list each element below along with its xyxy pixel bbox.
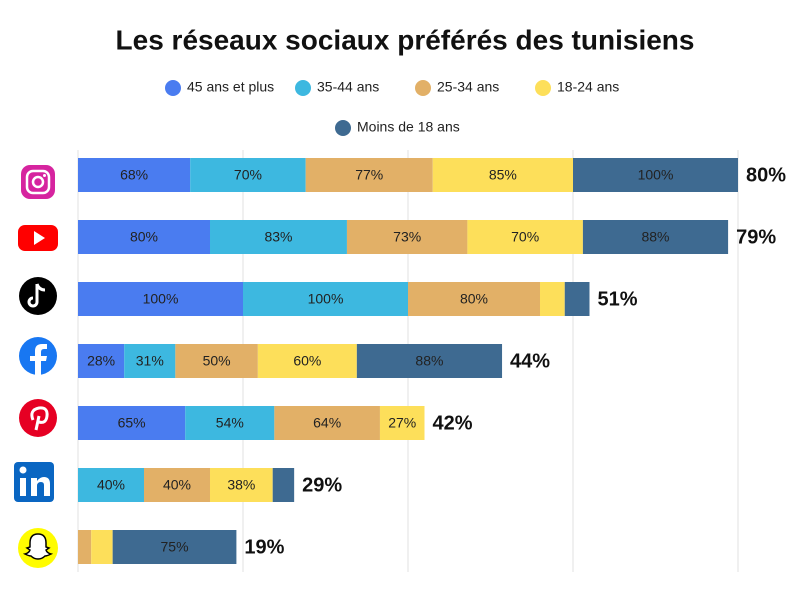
value-label: 80% [130, 229, 158, 245]
facebook-icon [19, 337, 57, 375]
legend-swatch [295, 80, 311, 96]
bar-segment [78, 468, 144, 502]
bar-segment [243, 282, 408, 316]
bar-segment [185, 406, 275, 440]
bar-segment [124, 344, 176, 378]
value-label: 100% [638, 167, 674, 183]
bar-segment [582, 220, 729, 254]
value-label: 38% [227, 477, 255, 493]
legend-swatch [535, 80, 551, 96]
value-label: 88% [415, 353, 443, 369]
bar-segment [78, 344, 125, 378]
value-label: 50% [203, 353, 231, 369]
value-label: 68% [120, 167, 148, 183]
legend-swatch [165, 80, 181, 96]
youtube-icon [18, 225, 58, 251]
icons [14, 165, 58, 568]
value-label: 100% [143, 291, 179, 307]
pinterest-icon [19, 399, 57, 437]
bar-segment [432, 158, 573, 192]
value-label: 28% [87, 353, 115, 369]
bar-segment [78, 158, 191, 192]
bar-segment [78, 220, 210, 254]
snapchat-icon [18, 528, 58, 568]
value-label: 88% [641, 229, 669, 245]
value-label: 73% [393, 229, 421, 245]
value-label: 60% [293, 353, 321, 369]
bar-segment [91, 530, 113, 564]
total-label: 51% [598, 288, 638, 310]
legend-label: 25-34 ans [437, 79, 499, 95]
bar-segment [112, 530, 237, 564]
bar-segment [305, 158, 433, 192]
value-label: 40% [163, 477, 191, 493]
legend: 45 ans et plus 35-44 ans 25-34 ans 18-24 an… [165, 79, 619, 136]
value-label: 70% [511, 229, 539, 245]
bar-segment [467, 220, 583, 254]
value-label: 54% [216, 415, 244, 431]
bar-segment [564, 282, 590, 316]
value-label: 27% [388, 415, 416, 431]
bar-segment [408, 282, 540, 316]
total-label: 42% [433, 412, 473, 434]
value-label: 65% [118, 415, 146, 431]
bar-segment [356, 344, 503, 378]
value-label: 40% [97, 477, 125, 493]
total-label: 19% [244, 536, 284, 558]
bar-segment [346, 220, 468, 254]
instagram-icon [21, 165, 55, 199]
bar-segment [78, 282, 243, 316]
total-label: 29% [302, 474, 342, 496]
bar-segment [274, 406, 380, 440]
value-label: 70% [234, 167, 262, 183]
bar-segment [257, 344, 357, 378]
chart-title: Les réseaux sociaux préférés des tunisie… [116, 24, 695, 55]
legend-label: 45 ans et plus [187, 79, 274, 95]
bar-segment [210, 468, 273, 502]
linkedin-icon [14, 462, 54, 502]
bar-segment [210, 220, 347, 254]
legend-swatch [415, 80, 431, 96]
bar-segment [175, 344, 258, 378]
total-label: 79% [736, 226, 776, 248]
value-label: 77% [355, 167, 383, 183]
value-label: 83% [264, 229, 292, 245]
total-label: 44% [510, 350, 550, 372]
bar-segment [379, 406, 425, 440]
value-label: 85% [489, 167, 517, 183]
value-label: 75% [161, 539, 189, 555]
total-label: 80% [746, 164, 786, 186]
bar-segment [573, 158, 738, 192]
bar-segment [272, 468, 295, 502]
bar-segment [144, 468, 210, 502]
tiktok-icon [19, 277, 57, 315]
value-label: 100% [308, 291, 344, 307]
bar-segment [540, 282, 565, 316]
value-label: 31% [136, 353, 164, 369]
bar-segment [190, 158, 306, 192]
legend-label: Moins de 18 ans [357, 119, 460, 135]
value-label: 80% [460, 291, 488, 307]
legend-label: 18-24 ans [557, 79, 619, 95]
legend-label: 35-44 ans [317, 79, 379, 95]
bars: 68% 70% 77% 85% 100% 80% 80% 83% 73% 70% 88% 79% 100… [78, 158, 786, 564]
value-label: 64% [313, 415, 341, 431]
legend-swatch [335, 120, 351, 136]
bar-segment [78, 406, 186, 440]
bar-segment [78, 530, 92, 564]
